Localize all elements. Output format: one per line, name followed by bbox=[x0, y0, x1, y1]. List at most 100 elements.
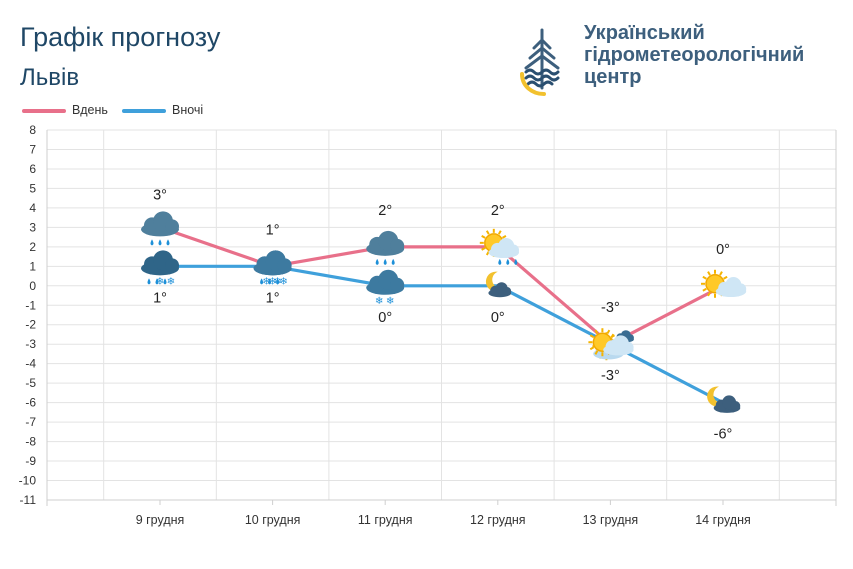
day-value-label: 1° bbox=[266, 222, 280, 238]
y-tick-label: 8 bbox=[29, 123, 36, 137]
cloud-part bbox=[622, 341, 634, 354]
x-tick-label: 10 грудня bbox=[245, 513, 301, 527]
legend-swatch-night bbox=[122, 108, 166, 113]
y-tick-label: -3 bbox=[25, 337, 36, 351]
x-tick-label: 14 грудня bbox=[695, 513, 751, 527]
night-value-label: 1° bbox=[266, 290, 280, 306]
night-value-label: 1° bbox=[153, 290, 167, 306]
y-tick-label: -10 bbox=[19, 474, 37, 488]
rain-cloud-icon bbox=[366, 230, 405, 265]
snowflake: ❄ bbox=[386, 296, 394, 307]
y-tick-label: -6 bbox=[25, 396, 36, 410]
snowflake: ❄ bbox=[273, 276, 281, 287]
cloud-part bbox=[165, 219, 179, 234]
day-value-label: 0° bbox=[716, 242, 730, 258]
city-name: Львів bbox=[20, 64, 80, 91]
sun-ray bbox=[481, 234, 486, 239]
raindrop bbox=[158, 239, 162, 246]
y-tick-label: -4 bbox=[25, 357, 36, 371]
legend-swatch-day bbox=[22, 108, 66, 113]
raindrop bbox=[506, 258, 510, 265]
page-title: Графік прогнозу bbox=[20, 22, 221, 52]
value-labels: 3° 1° 2° 2° -3° 0° 1° 1° 0° 0° -3° -6° bbox=[153, 187, 732, 442]
moon-cloud-icon bbox=[707, 386, 741, 413]
moon-cloud-snow-icon bbox=[485, 271, 512, 298]
sun-ray bbox=[707, 291, 711, 297]
cloud-part bbox=[735, 283, 747, 295]
y-tick-label: -7 bbox=[25, 415, 36, 429]
sun-ray bbox=[589, 346, 595, 351]
raindrop bbox=[150, 239, 154, 246]
x-axis: 9 грудня 10 грудня 11 грудня 12 грудня 13 гр… bbox=[136, 500, 751, 527]
y-tick-label: -1 bbox=[25, 298, 36, 312]
y-axis: 8 7 6 5 4 3 2 1 0 -1 -2 -3 -4 -5 -6 -7 -8 -9 -10 -11 bbox=[19, 123, 37, 507]
y-tick-label: -8 bbox=[25, 435, 36, 449]
y-tick-label: 6 bbox=[29, 162, 36, 176]
x-tick-label: 11 грудня bbox=[358, 513, 413, 527]
y-tick-label: -2 bbox=[25, 318, 36, 332]
snowflake: ❄ bbox=[268, 276, 276, 287]
sun-ray bbox=[594, 350, 599, 355]
raindrop bbox=[260, 278, 264, 285]
moon-shape bbox=[485, 271, 504, 292]
legend-item-day[interactable]: Вдень bbox=[22, 103, 108, 117]
logo: Український гідрометеорологічний центр bbox=[512, 18, 842, 98]
raindrop bbox=[163, 278, 167, 285]
sun-ray bbox=[589, 334, 595, 339]
raindrop bbox=[498, 258, 502, 265]
legend-item-night[interactable]: Вночі bbox=[122, 103, 203, 117]
logo-line-2: гідрометеорологічний bbox=[584, 44, 805, 66]
night-value-label: -3° bbox=[601, 368, 620, 384]
raindrop bbox=[166, 239, 170, 246]
raindrop bbox=[147, 278, 151, 285]
logo-drop-icon bbox=[520, 28, 560, 96]
snowflake: ❄ bbox=[375, 296, 383, 307]
sun-cloud-rain-icon bbox=[479, 228, 519, 265]
sun-cloud-icon bbox=[701, 269, 747, 298]
sun-ray bbox=[606, 329, 611, 335]
raindrop bbox=[276, 278, 280, 285]
sun-ray bbox=[481, 246, 486, 251]
x-tick-label: 13 грудня bbox=[583, 513, 639, 527]
rain-snow-cloud-icon: ❄ ❄ bbox=[141, 250, 179, 287]
logo-line-1: Український bbox=[584, 22, 705, 44]
sun-ray bbox=[501, 234, 507, 239]
sun-ray bbox=[485, 230, 490, 235]
cloud-part bbox=[277, 258, 292, 273]
cloud-part bbox=[730, 401, 741, 411]
y-tick-label: 1 bbox=[29, 259, 36, 273]
rain-cloud-icon bbox=[141, 211, 179, 246]
day-value-label: 2° bbox=[378, 203, 392, 219]
snowflake: ❄ bbox=[156, 276, 164, 287]
sun-ray bbox=[485, 251, 490, 256]
night-value-label: -6° bbox=[714, 427, 733, 443]
legend-label-night: Вночі bbox=[172, 103, 204, 117]
cloud-part bbox=[507, 244, 519, 256]
y-tick-label: -11 bbox=[20, 493, 37, 507]
raindrop bbox=[155, 278, 159, 285]
x-tick-label: 12 грудня bbox=[470, 513, 526, 527]
snowflake: ❄ bbox=[279, 276, 287, 287]
sun-ray bbox=[723, 275, 728, 280]
sun-ray bbox=[707, 271, 711, 276]
day-value-label: 3° bbox=[153, 187, 167, 203]
legend-label-day: Вдень bbox=[72, 103, 108, 117]
cloud-part bbox=[502, 286, 512, 296]
y-tick-label: -9 bbox=[25, 454, 36, 468]
raindrop bbox=[383, 258, 387, 265]
sun-ray bbox=[702, 275, 707, 280]
snow-cloud-icon: ❄ ❄ bbox=[366, 269, 405, 307]
sun-ray bbox=[702, 287, 707, 292]
cloud-part bbox=[626, 334, 634, 342]
sun-ray bbox=[610, 334, 616, 339]
cloud-part bbox=[390, 277, 405, 292]
raindrop bbox=[268, 278, 272, 285]
x-tick-label: 9 грудня bbox=[136, 513, 185, 527]
logo-line-3: центр bbox=[584, 66, 642, 88]
y-tick-label: 7 bbox=[29, 142, 36, 156]
raindrop bbox=[391, 258, 395, 265]
y-tick-label: -5 bbox=[25, 376, 36, 390]
day-value-label: 2° bbox=[491, 203, 505, 219]
night-series-line bbox=[160, 264, 724, 405]
